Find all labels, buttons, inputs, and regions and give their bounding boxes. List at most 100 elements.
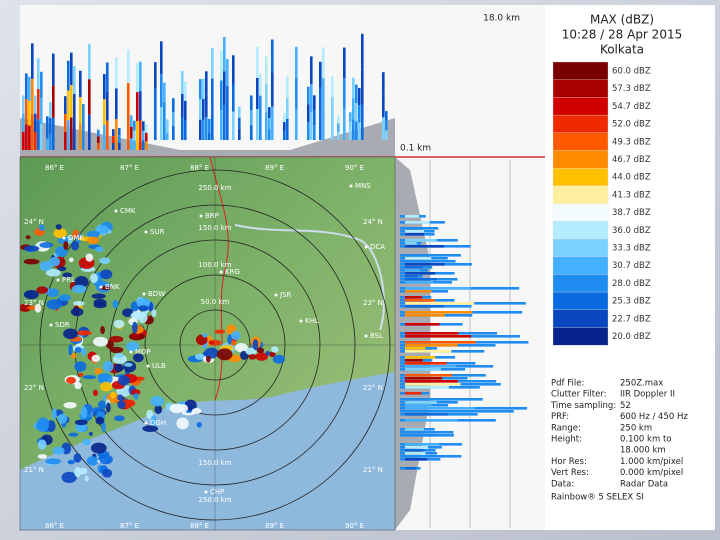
echo — [85, 253, 94, 262]
echo-column — [310, 112, 313, 140]
echo — [216, 348, 233, 361]
echo-column — [130, 138, 133, 150]
echo-row — [405, 407, 475, 410]
echo-column — [202, 98, 205, 120]
echo-column — [259, 95, 262, 118]
echo-row — [405, 419, 458, 422]
legend-swatch — [552, 203, 609, 222]
legend-swatch — [552, 185, 609, 204]
legend-swatch — [552, 168, 609, 187]
lon-label: 87° E — [120, 164, 139, 172]
map — [20, 157, 395, 530]
legend-label: 36.0 dBZ — [612, 226, 651, 236]
echo-row — [405, 380, 458, 383]
echo-column — [259, 73, 262, 96]
echo — [214, 329, 226, 334]
echo-column — [22, 95, 25, 114]
echo — [80, 406, 88, 419]
echo-column — [265, 112, 268, 140]
echo-column — [268, 107, 271, 119]
lon-label: 88° E — [190, 164, 209, 172]
echo — [109, 335, 124, 343]
echo-row — [405, 305, 445, 308]
echo-column — [268, 129, 271, 140]
ring-label: 150.0 km — [198, 224, 231, 232]
info-key: Pdf File: — [551, 379, 584, 389]
echo-column — [172, 126, 175, 140]
echo-column — [52, 53, 55, 86]
echo — [105, 339, 114, 350]
echo — [74, 419, 88, 426]
echo-column — [310, 56, 313, 85]
echo-column — [271, 72, 274, 107]
info-key: Hor Res: — [551, 457, 587, 467]
echo — [45, 269, 61, 277]
station-label: DMK — [68, 234, 84, 242]
echo-column — [139, 91, 142, 121]
ew-cross-section — [20, 33, 395, 158]
info-panel: Pdf File: 250Z.max Clutter Filter: IIR Dopp… — [550, 379, 688, 490]
echo-column — [271, 39, 274, 73]
echo — [138, 305, 149, 312]
info-value: 0.000 km/pixel — [620, 468, 683, 478]
echo-column — [133, 120, 136, 131]
echo — [150, 395, 165, 407]
echo-column — [250, 125, 253, 140]
echo-column — [352, 119, 355, 140]
echo — [71, 352, 77, 359]
info-value: Radar Data — [620, 479, 668, 489]
lat-label: 23° N — [24, 299, 44, 307]
legend-label: 25.3 dBZ — [612, 297, 651, 307]
echo — [106, 402, 111, 413]
echo-row — [405, 341, 476, 344]
echo — [84, 475, 89, 482]
echo — [124, 362, 133, 367]
info-key: Vert Res: — [551, 468, 589, 478]
echo-column — [343, 109, 346, 140]
echo — [230, 330, 241, 341]
echo-row — [405, 431, 435, 434]
echo-row — [405, 350, 452, 353]
echo-column — [271, 106, 274, 140]
echo-column — [70, 52, 73, 86]
echo-column — [97, 143, 100, 150]
echo-column — [220, 50, 223, 81]
echo-column — [37, 88, 40, 120]
echo-column — [220, 80, 223, 111]
echo-column — [313, 110, 316, 126]
echo-row — [405, 302, 475, 305]
echo-column — [79, 70, 82, 98]
time: 10:28 / 28 Apr 2015 — [562, 28, 682, 42]
echo — [99, 454, 113, 465]
info-value: 0.100 km to — [620, 435, 671, 445]
info-key: Data: — [551, 479, 574, 489]
echo-row — [405, 344, 458, 347]
echo-row — [405, 356, 436, 359]
echo-column — [208, 125, 211, 133]
echo — [87, 236, 100, 245]
echo — [36, 420, 50, 432]
echo — [46, 299, 62, 310]
echo — [125, 341, 140, 352]
lat-label: 21° N — [363, 466, 383, 474]
echo — [72, 229, 80, 239]
echo-column — [142, 130, 145, 141]
echo-row — [405, 368, 441, 371]
legend-label: 44.0 dBZ — [612, 173, 651, 183]
echo-column — [118, 142, 121, 150]
echo-row — [405, 263, 445, 266]
info-key: Clutter Filter: — [551, 390, 607, 400]
echo-column — [265, 84, 268, 113]
echo — [102, 360, 114, 372]
echo-column — [112, 143, 115, 150]
echo — [110, 391, 117, 399]
echo — [102, 468, 113, 478]
echo — [62, 272, 73, 278]
info-value: 600 Hz / 450 Hz — [620, 412, 688, 422]
echo-column — [226, 85, 229, 113]
echo-column — [142, 121, 145, 131]
echo-column — [25, 124, 28, 150]
station-dot — [274, 293, 278, 297]
echo — [122, 308, 134, 318]
echo — [71, 241, 80, 251]
